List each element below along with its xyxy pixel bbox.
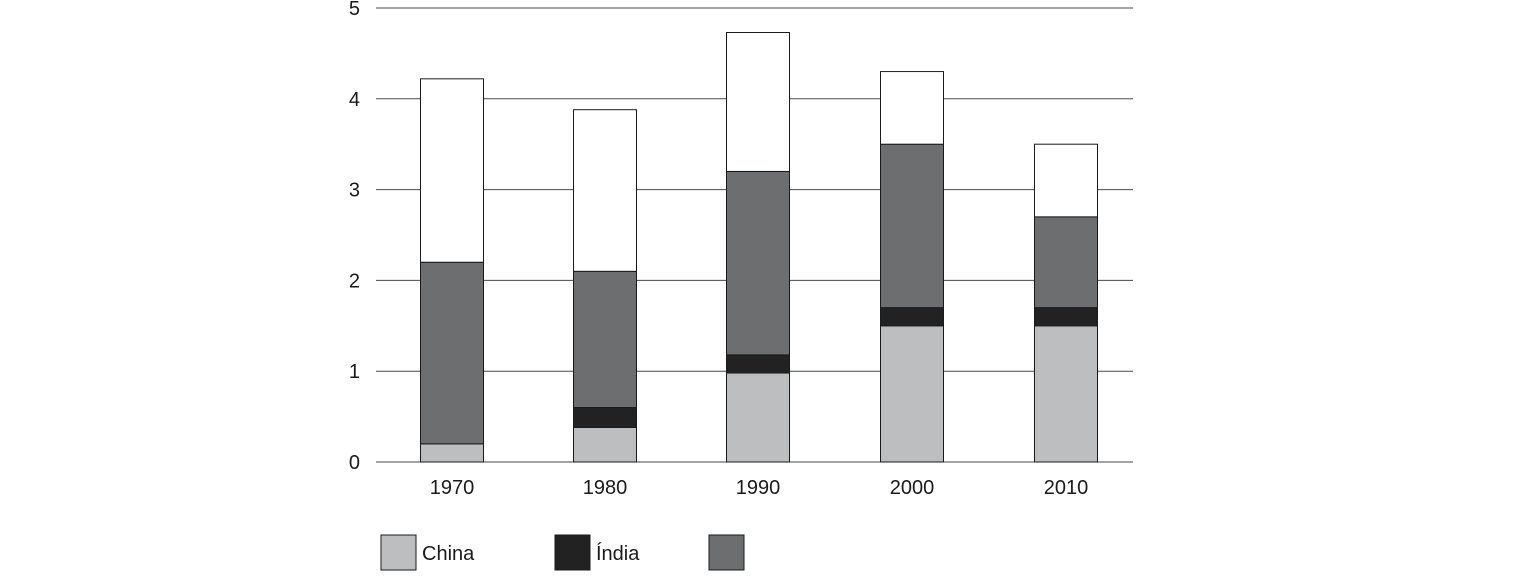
x-tick-label: 2000 <box>890 477 935 499</box>
bar-segment <box>880 307 944 327</box>
bar-segment <box>726 32 790 172</box>
bar-segment <box>1034 143 1098 218</box>
legend-entry <box>708 534 745 571</box>
x-tick-label: 1980 <box>583 477 628 499</box>
bar-stack-2000 <box>880 71 944 463</box>
x-axis-ticks: 1970 1980 1990 2000 2010 <box>430 477 1089 499</box>
legend-swatch <box>380 534 417 571</box>
bar-segment <box>880 143 944 309</box>
bar-segment <box>1034 307 1098 327</box>
bar-segment <box>726 354 790 374</box>
x-tick-label: 1970 <box>430 477 475 499</box>
bars <box>420 32 1098 463</box>
bar-segment <box>1034 325 1098 463</box>
bar-segment <box>880 325 944 463</box>
x-tick-label: 1990 <box>736 477 781 499</box>
legend-swatch <box>708 534 745 571</box>
bar-segment <box>573 270 637 409</box>
legend: China Índia <box>380 534 745 571</box>
bar-segment <box>573 407 637 428</box>
y-tick-label: 0 <box>349 452 360 474</box>
x-tick-label: 2010 <box>1044 477 1089 499</box>
bar-segment <box>420 443 484 463</box>
bar-segment <box>726 372 790 463</box>
bar-segment <box>420 78 484 263</box>
y-tick-label: 3 <box>349 180 360 202</box>
bar-stack-2010 <box>1034 143 1098 463</box>
bar-segment <box>420 261 484 445</box>
bar-segment <box>880 71 944 145</box>
y-axis-ticks: 0 1 2 3 4 5 <box>349 0 360 474</box>
y-tick-label: 1 <box>349 361 360 383</box>
legend-entry: Índia <box>554 534 640 571</box>
bar-segment <box>573 109 637 272</box>
bar-stack-1990 <box>726 32 790 463</box>
bar-segment <box>726 170 790 356</box>
bar-segment <box>573 426 637 463</box>
y-tick-label: 5 <box>349 0 360 20</box>
legend-label: China <box>422 543 475 565</box>
bar-stack-1970 <box>420 78 484 463</box>
legend-label: Índia <box>596 542 640 565</box>
bar-segment <box>1034 216 1098 309</box>
y-tick-label: 4 <box>349 89 360 111</box>
y-tick-label: 2 <box>349 270 360 292</box>
bar-stack-1980 <box>573 109 637 463</box>
legend-swatch <box>554 534 591 571</box>
legend-entry: China <box>380 534 475 571</box>
